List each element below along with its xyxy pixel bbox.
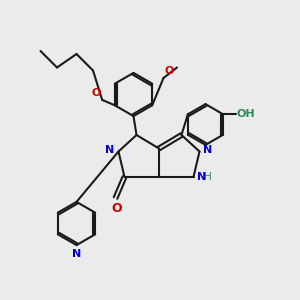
- Text: O: O: [92, 88, 101, 98]
- Text: O: O: [164, 66, 173, 76]
- Text: OH: OH: [237, 109, 255, 119]
- Text: O: O: [112, 202, 122, 214]
- Text: N: N: [197, 172, 207, 182]
- Text: N: N: [105, 145, 115, 155]
- Text: N: N: [72, 249, 81, 259]
- Text: N: N: [203, 145, 213, 155]
- Text: H: H: [204, 172, 212, 182]
